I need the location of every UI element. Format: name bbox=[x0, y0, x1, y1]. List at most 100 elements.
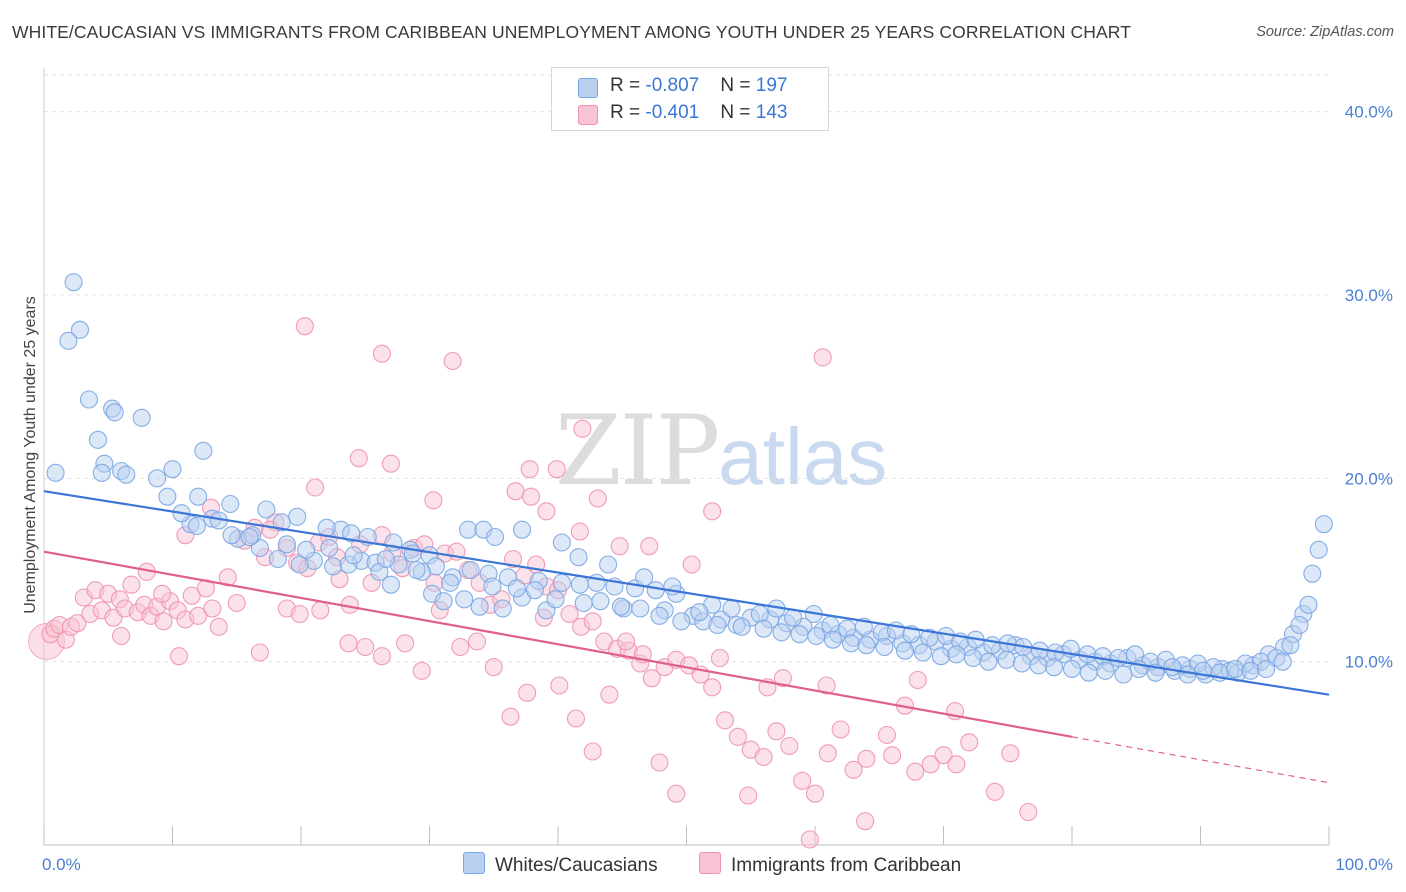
data-point bbox=[64, 273, 83, 292]
data-point bbox=[934, 746, 953, 765]
data-point bbox=[339, 634, 358, 653]
data-point bbox=[455, 590, 474, 609]
data-point bbox=[667, 784, 686, 803]
data-point bbox=[1226, 659, 1245, 679]
data-point bbox=[913, 643, 932, 662]
y-tick-label: 40.0% bbox=[1345, 103, 1393, 122]
data-point bbox=[841, 634, 861, 653]
data-point bbox=[1096, 661, 1115, 680]
data-point bbox=[1273, 652, 1292, 671]
data-point bbox=[525, 581, 544, 600]
data-point bbox=[372, 647, 392, 666]
data-point bbox=[906, 762, 925, 781]
data-point bbox=[690, 603, 709, 622]
data-point bbox=[493, 599, 512, 618]
data-point bbox=[857, 636, 876, 655]
bottom-legend-swatch-white bbox=[463, 852, 485, 874]
data-point bbox=[68, 614, 87, 633]
data-point bbox=[552, 533, 571, 552]
data-point bbox=[985, 782, 1004, 801]
data-point bbox=[306, 478, 325, 497]
legend-n-value: 143 bbox=[755, 102, 788, 123]
data-point bbox=[818, 744, 837, 763]
data-point bbox=[470, 597, 489, 616]
data-point bbox=[272, 513, 291, 532]
data-point bbox=[148, 469, 167, 488]
data-point bbox=[573, 419, 592, 438]
data-point bbox=[153, 584, 172, 603]
data-point bbox=[1256, 659, 1276, 679]
trend-line-white bbox=[43, 490, 1330, 696]
data-point bbox=[908, 670, 927, 690]
data-point bbox=[372, 344, 392, 363]
data-point bbox=[194, 441, 213, 460]
data-point bbox=[1093, 647, 1112, 666]
data-point bbox=[501, 707, 520, 726]
data-point bbox=[793, 771, 812, 790]
data-point bbox=[163, 460, 182, 479]
data-point bbox=[732, 617, 751, 636]
data-point bbox=[583, 612, 602, 631]
data-point bbox=[631, 599, 650, 618]
data-point bbox=[1012, 654, 1031, 673]
data-point bbox=[1303, 564, 1322, 583]
data-point bbox=[600, 685, 619, 704]
legend-r-value: -0.807 bbox=[645, 75, 700, 96]
data-point bbox=[642, 669, 661, 688]
data-point bbox=[443, 351, 462, 371]
data-point bbox=[458, 520, 478, 539]
data-point bbox=[424, 491, 443, 510]
data-point bbox=[88, 430, 108, 449]
data-point bbox=[297, 540, 316, 559]
data-point bbox=[317, 518, 336, 537]
trend-line-caribbean-extension bbox=[1071, 736, 1330, 784]
data-point bbox=[132, 408, 151, 427]
data-point bbox=[451, 637, 470, 657]
data-point bbox=[288, 507, 307, 526]
data-point bbox=[964, 648, 983, 668]
data-point bbox=[1314, 515, 1333, 534]
data-point bbox=[875, 637, 894, 657]
legend-r-label: R = bbox=[610, 102, 646, 123]
data-point bbox=[1178, 665, 1197, 684]
data-point bbox=[844, 760, 863, 779]
data-point bbox=[672, 612, 691, 631]
data-point bbox=[754, 619, 773, 638]
data-point bbox=[1281, 636, 1300, 655]
data-point bbox=[550, 676, 569, 695]
data-point bbox=[461, 560, 480, 580]
data-point bbox=[117, 465, 136, 484]
data-point bbox=[569, 548, 588, 567]
data-point bbox=[521, 487, 541, 506]
data-point bbox=[877, 725, 897, 745]
data-point bbox=[574, 593, 593, 613]
data-point bbox=[754, 747, 773, 767]
data-point bbox=[221, 494, 240, 514]
data-point bbox=[381, 454, 401, 473]
data-point bbox=[856, 812, 875, 831]
data-point bbox=[209, 617, 228, 636]
data-point bbox=[503, 549, 523, 569]
data-point bbox=[467, 632, 487, 651]
data-point bbox=[547, 460, 566, 479]
data-point bbox=[290, 604, 309, 624]
data-point bbox=[189, 606, 208, 625]
legend-r-label: R = bbox=[610, 75, 646, 96]
data-point bbox=[610, 537, 629, 556]
data-point bbox=[650, 606, 669, 625]
data-point bbox=[311, 601, 330, 620]
data-point bbox=[931, 647, 950, 666]
data-point bbox=[570, 575, 589, 594]
data-point bbox=[883, 746, 902, 765]
data-point bbox=[823, 630, 843, 649]
data-point bbox=[635, 568, 654, 587]
data-point bbox=[979, 652, 998, 671]
data-point bbox=[484, 658, 503, 677]
data-point bbox=[520, 460, 539, 479]
data-point bbox=[1078, 645, 1097, 664]
data-point bbox=[583, 742, 602, 761]
data-point bbox=[831, 720, 850, 739]
data-point bbox=[857, 749, 876, 768]
series-caribbean-points bbox=[28, 317, 1038, 849]
data-point bbox=[947, 755, 966, 774]
